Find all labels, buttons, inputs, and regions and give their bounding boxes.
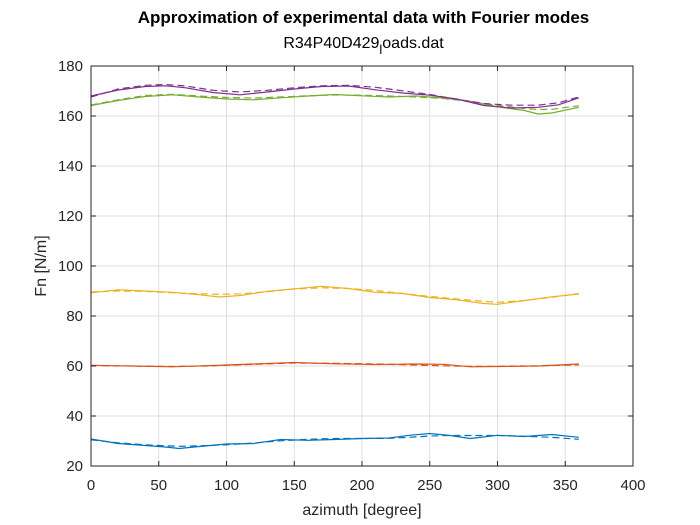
tick-layer: 0 50 100 150 200 250 300 350 400 20 40 60 80 100 120 14… [58, 58, 646, 494]
series-layer [90, 83, 579, 450]
y-tick-label: 180 [58, 58, 83, 75]
subtitle-main: R34P40D429 [283, 35, 380, 52]
chart-subtitle: R34P40D429loads.dat [0, 35, 700, 57]
x-tick-label: 400 [620, 477, 645, 494]
x-tick-label: 350 [553, 477, 578, 494]
y-tick-label: 40 [66, 408, 83, 425]
y-tick-label: 80 [66, 308, 83, 325]
series-3-experimental-line [90, 285, 579, 305]
series-1-experimental-line [90, 432, 579, 450]
x-tick-label: 250 [417, 477, 442, 494]
y-tick-label: 160 [58, 108, 83, 125]
series-1-fourier-line [90, 434, 579, 447]
y-tick-label: 60 [66, 358, 83, 375]
x-tick-label: 200 [349, 477, 374, 494]
series-4-experimental-line [90, 93, 579, 115]
x-tick-label: 0 [87, 477, 95, 494]
x-tick-label: 150 [282, 477, 307, 494]
y-tick-label: 120 [58, 208, 83, 225]
y-axis-label: Fn [N/m] [33, 235, 50, 296]
series-3-fourier-line [90, 287, 579, 303]
y-tick-label: 100 [58, 258, 83, 275]
x-axis-label: azimuth [degree] [302, 502, 421, 519]
chart-title: Approximation of experimental data with … [137, 8, 590, 27]
series-2-experimental-line [90, 361, 579, 368]
subtitle-rest: oads.dat [382, 35, 444, 52]
y-tick-label: 140 [58, 158, 83, 175]
series-5-experimental-line [90, 85, 579, 109]
series-5-fourier-line [90, 83, 579, 106]
grid-layer [90, 65, 634, 467]
subtitle-subscript: l [379, 42, 383, 57]
x-tick-label: 100 [214, 477, 239, 494]
y-tick-label: 20 [66, 458, 83, 475]
x-tick-label: 300 [485, 477, 510, 494]
x-tick-label: 50 [150, 477, 167, 494]
